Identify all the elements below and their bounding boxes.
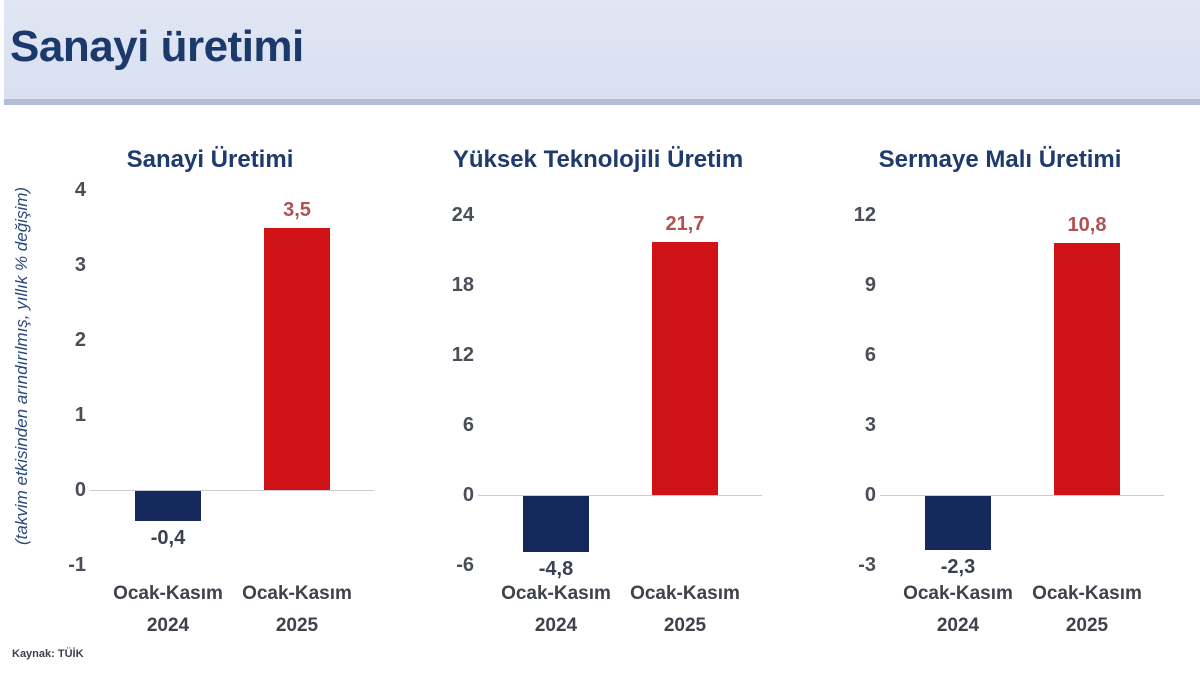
- page-title: Sanayi üretimi: [10, 22, 304, 71]
- y-tick: -1: [68, 554, 86, 576]
- chart-title: Yüksek Teknolojili Üretim: [452, 146, 744, 173]
- y-tick: 6: [462, 414, 474, 436]
- y-tick: 12: [451, 344, 474, 366]
- bar-2024: [135, 491, 201, 521]
- bar-2025: [1054, 243, 1120, 495]
- bar-2025: [264, 227, 330, 490]
- zero-axis-line: [478, 495, 762, 496]
- x-category-label: Ocak-Kasım 2025: [1032, 583, 1142, 636]
- chart-panel-3: Sermaye Malı Üretimi 12 9 6 3 0 -3 -2,3 Ocak-Kas…: [830, 130, 1170, 660]
- y-tick: 0: [462, 484, 474, 506]
- y-tick: -6: [456, 554, 474, 576]
- value-label: -0,4: [150, 527, 186, 549]
- y-tick: -3: [858, 554, 876, 576]
- bar-2024: [523, 496, 589, 552]
- x-category-label: Ocak-Kasım 2024: [903, 583, 1013, 636]
- y-tick: 12: [853, 204, 876, 226]
- y-tick: 3: [864, 414, 876, 436]
- y-tick: 0: [864, 484, 876, 506]
- y-tick: 1: [74, 404, 86, 426]
- bar-2025: [652, 241, 718, 495]
- y-tick: 6: [864, 344, 876, 366]
- chart-title: Sermaye Malı Üretimi: [878, 146, 1122, 173]
- x-category-label: Ocak-Kasım 2025: [242, 583, 352, 636]
- y-tick: 0: [74, 479, 86, 501]
- zero-axis-line: [880, 495, 1164, 496]
- y-tick: 18: [451, 274, 474, 296]
- chart-panel-2: Yüksek Teknolojili Üretim 24 18 12 6 0 -6 -4,8 O…: [428, 130, 768, 660]
- value-label: 21,7: [665, 212, 705, 235]
- header-left-notch: [0, 0, 4, 105]
- x-category-label: Ocak-Kasım 2025: [630, 583, 740, 636]
- y-tick: 9: [864, 274, 876, 296]
- chart-panel-1: Sanayi Üretimi 4 3 2 1 0 -1 -0,4 Ocak-Kasım 2024…: [40, 130, 380, 660]
- y-tick: 24: [451, 204, 474, 226]
- header-band: [0, 0, 1200, 105]
- y-tick: 2: [74, 329, 86, 351]
- value-label: -4,8: [538, 558, 574, 580]
- zero-axis-line: [90, 490, 374, 491]
- y-tick: 4: [74, 179, 86, 201]
- chart-title: Sanayi Üretimi: [126, 146, 294, 173]
- x-category-label: Ocak-Kasım 2024: [113, 583, 223, 636]
- source-note: Kaynak: TÜİK: [12, 648, 84, 660]
- value-label: 10,8: [1067, 214, 1107, 236]
- y-tick: 3: [74, 254, 86, 276]
- value-label: 3,5: [283, 198, 311, 221]
- value-label: -2,3: [940, 555, 976, 578]
- bar-2024: [925, 496, 991, 550]
- x-category-label: Ocak-Kasım 2024: [501, 583, 611, 636]
